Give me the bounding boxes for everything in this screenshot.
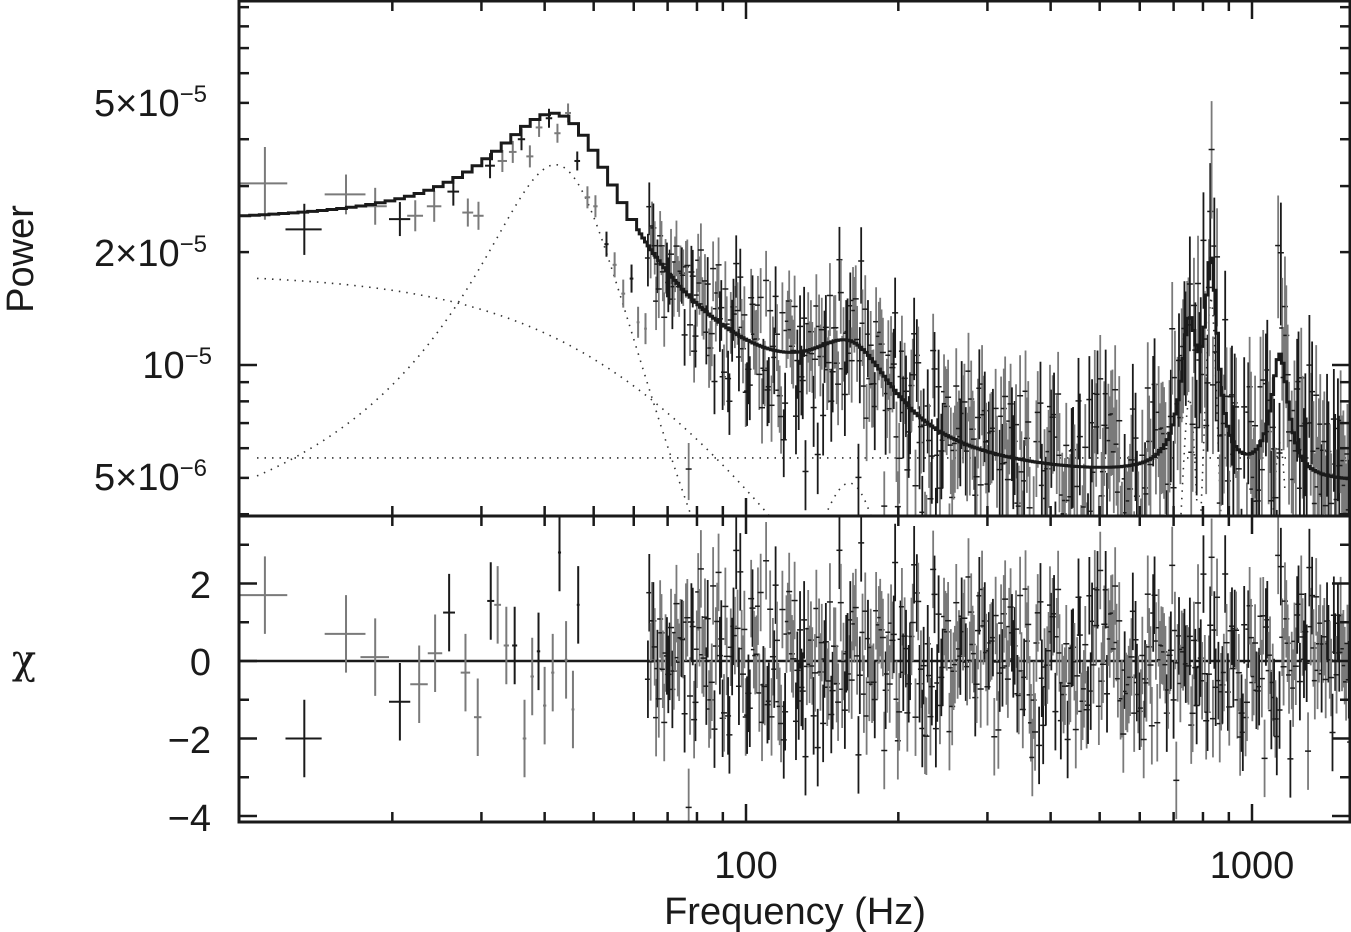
ytick-label-2e-5: 2×10−5: [94, 231, 207, 275]
plot-border: [237, 0, 1351, 824]
xtick-label-1000: 1000: [1210, 845, 1295, 887]
y-axis-title-chi: χ: [12, 637, 36, 683]
ytick-label-5e-6: 5×10−6: [94, 455, 207, 499]
axis-ticks: [239, 1, 1350, 822]
ytick-label-chi-minus-4: −4: [168, 798, 211, 840]
ytick-label-chi-0: 0: [190, 642, 211, 684]
ytick-label-chi-minus-2: −2: [168, 720, 211, 762]
y-axis-title-power: Power: [0, 205, 42, 313]
x-axis-title: Frequency (Hz): [664, 891, 926, 932]
axes-frame: [237, 0, 1351, 824]
residual-data-points: [240, 516, 1350, 822]
model-component-dotted: [1200, 296, 1222, 516]
model-components-dotted: [256, 163, 1350, 516]
ytick-label-1e-5: 10−5: [142, 343, 212, 387]
model-component-dotted: [256, 277, 771, 516]
lower-panel-residuals: [239, 516, 1350, 822]
upper-panel-power: [239, 101, 1350, 516]
ytick-label-5e-5: 5×10−5: [94, 81, 207, 125]
total-model-step-curve: [239, 111, 1350, 481]
ytick-label-chi-2: 2: [190, 565, 211, 607]
model-component-dotted: [824, 482, 872, 516]
xtick-label-100: 100: [714, 845, 777, 887]
